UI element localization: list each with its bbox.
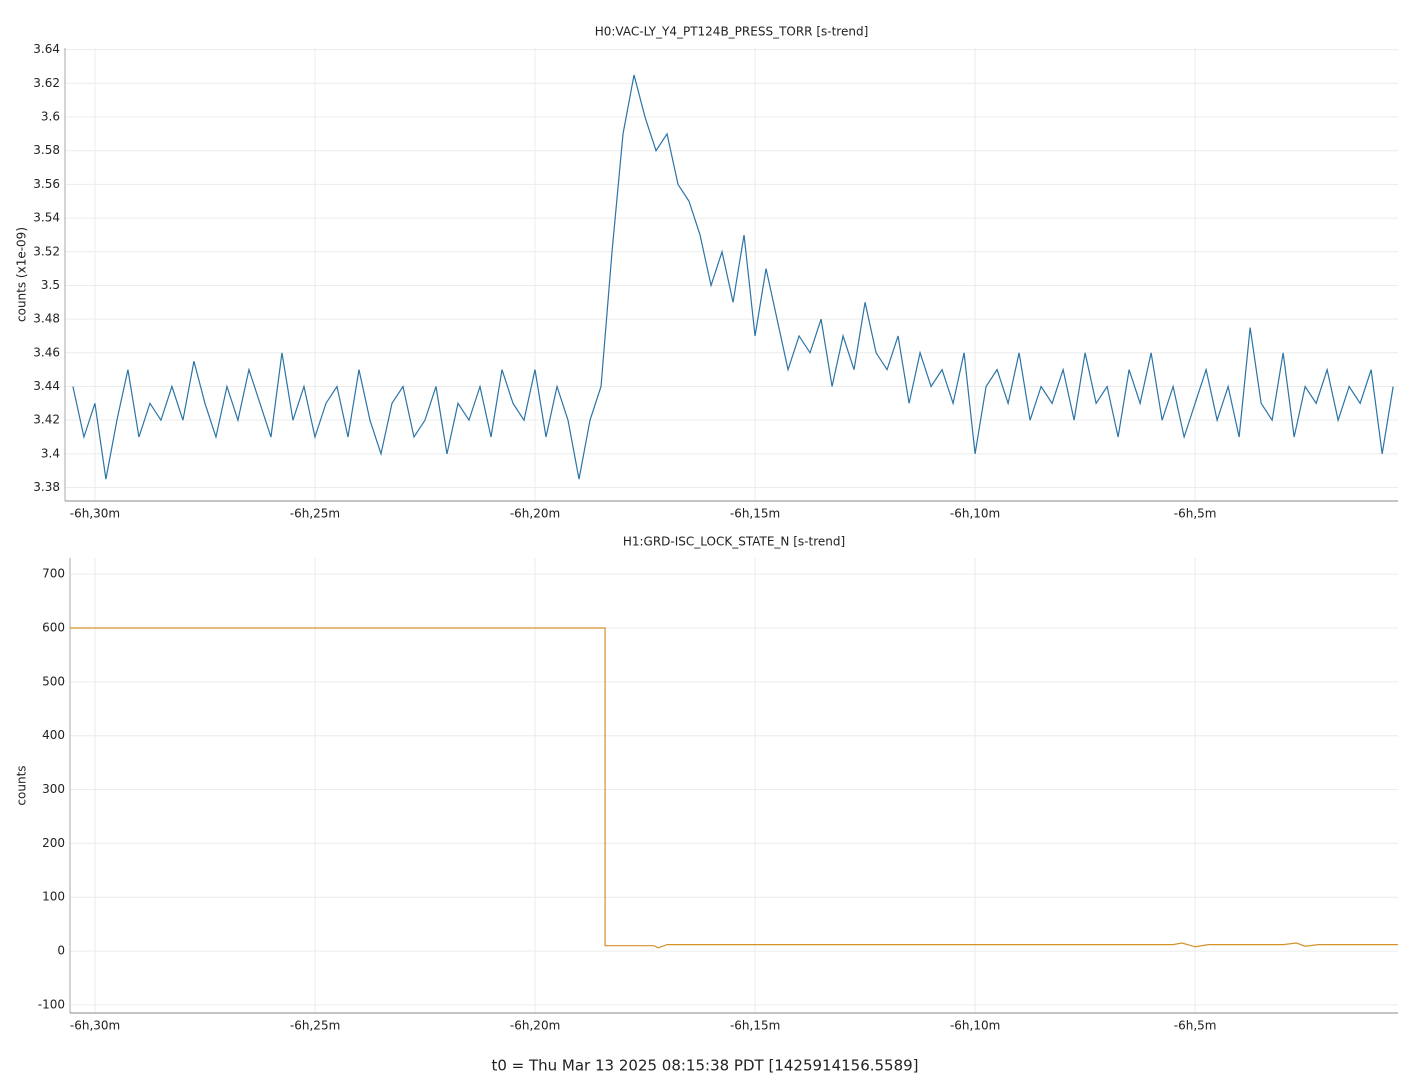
x-tick-label: -6h,10m	[950, 1019, 1000, 1033]
y-axis-label: counts	[15, 765, 29, 805]
x-tick-label: -6h,25m	[290, 507, 340, 521]
y-tick-label: 3.58	[33, 143, 60, 157]
x-tick-label: -6h,5m	[1174, 1019, 1217, 1033]
x-tick-label: -6h,20m	[510, 1019, 560, 1033]
y-tick-label: 3.42	[33, 413, 60, 427]
y-tick-label: 3.48	[33, 312, 60, 326]
data-line	[70, 627, 1398, 949]
y-tick-label: 3.54	[33, 211, 60, 225]
x-tick-label: -6h,30m	[70, 507, 120, 521]
chart-title: H1:GRD-ISC_LOCK_STATE_N [s-trend]	[623, 535, 845, 549]
y-tick-label: 500	[42, 674, 65, 688]
y-tick-label: 700	[42, 567, 65, 581]
x-tick-label: -6h,30m	[70, 1019, 120, 1033]
y-tick-label: 3.64	[33, 42, 60, 56]
y-tick-label: 600	[42, 621, 65, 635]
y-tick-label: 3.38	[33, 480, 60, 494]
y-tick-label: 3.6	[41, 110, 60, 124]
y-tick-label: 100	[42, 890, 65, 904]
y-tick-label: -100	[38, 997, 65, 1011]
y-tick-label: 200	[42, 836, 65, 850]
data-line	[72, 74, 1394, 480]
footer: t0 = Thu Mar 13 2025 08:15:38 PDT [14259…	[491, 1057, 918, 1075]
x-tick-label: -6h,10m	[950, 507, 1000, 521]
y-tick-label: 3.44	[33, 379, 60, 393]
y-tick-label: 400	[42, 728, 65, 742]
x-tick-label: -6h,20m	[510, 507, 560, 521]
x-tick-label: -6h,25m	[290, 1019, 340, 1033]
chart-title: H0:VAC-LY_Y4_PT124B_PRESS_TORR [s-trend]	[595, 25, 869, 39]
y-tick-label: 300	[42, 782, 65, 796]
y-tick-label: 3.56	[33, 177, 60, 191]
x-tick-label: -6h,15m	[730, 1019, 780, 1033]
y-tick-label: 3.5	[41, 278, 60, 292]
x-tick-label: -6h,15m	[730, 507, 780, 521]
x-tick-label: -6h,5m	[1174, 507, 1217, 521]
y-tick-label: 3.62	[33, 76, 60, 90]
y-tick-label: 3.46	[33, 345, 60, 359]
y-tick-label: 3.52	[33, 244, 60, 258]
y-axis-label: counts (x1e-09)	[15, 227, 29, 322]
y-tick-label: 3.4	[41, 446, 60, 460]
y-tick-label: 0	[57, 944, 65, 958]
